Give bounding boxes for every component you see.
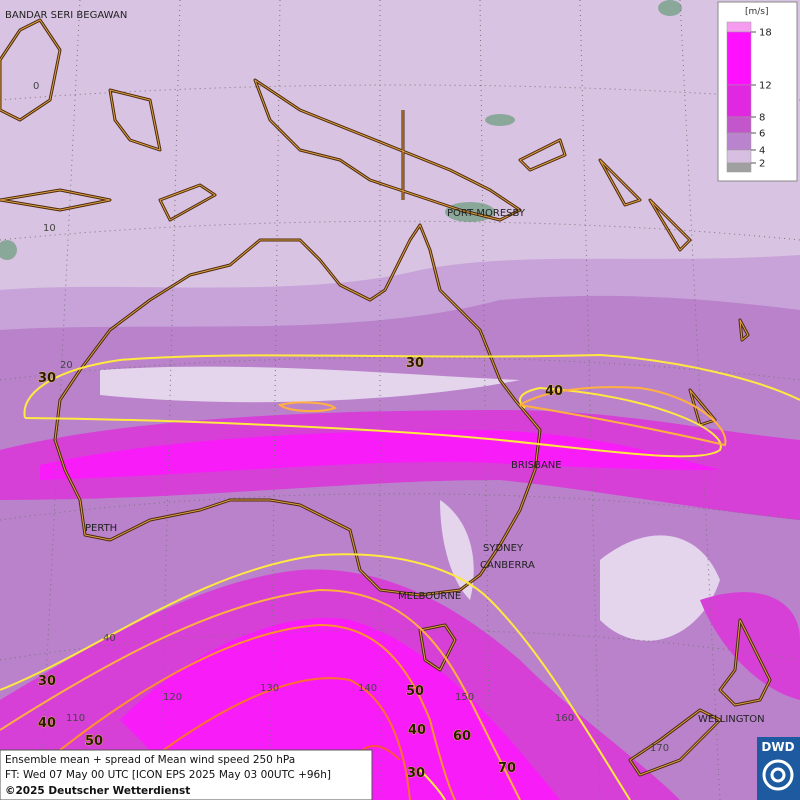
legend-swatch [726, 21, 752, 33]
coastlines [0, 18, 772, 777]
graticule [0, 84, 800, 661]
lon-label: 140 [358, 683, 377, 694]
contour-label: 50 [406, 684, 424, 699]
coastline-inner [0, 89, 749, 426]
lon-label: 110 [66, 713, 85, 724]
contour-60-south [149, 677, 411, 800]
legend-unit: [m/s] [745, 7, 769, 17]
legend-swatch [726, 116, 752, 134]
legend-swatch [726, 149, 752, 164]
shade-12-18 [40, 430, 720, 480]
caption-box [0, 749, 373, 800]
contour-30 [24, 386, 722, 458]
legend-tick-label: 6 [759, 129, 765, 140]
legend-swatch [726, 132, 752, 151]
lat-label: 0 [33, 81, 39, 92]
contour-40 [277, 401, 337, 413]
contour-30 [23, 353, 800, 419]
contour-label: 60 [453, 729, 471, 744]
contour-label: 40 [408, 723, 426, 738]
city-label: SYDNEY [483, 543, 524, 554]
contour-label: 30 [406, 356, 424, 371]
city-label: BANDAR SERI BEGAWAN [5, 10, 127, 21]
contour-label: 40 [545, 384, 563, 399]
shade-gray [485, 114, 515, 126]
city-label: PERTH [85, 523, 117, 534]
logo-swirl [762, 759, 794, 791]
logo-swirl [770, 767, 786, 783]
city-label: WELLINGTON [698, 714, 765, 725]
caption-line: FT: Wed 07 May 00 UTC [ICON EPS 2025 May… [5, 769, 331, 781]
lat-label: 40 [103, 633, 116, 644]
shade-light-streak [100, 366, 520, 403]
lat-label: 20 [60, 360, 73, 371]
lon-label: 150 [455, 692, 474, 703]
logo-text: DWD [761, 740, 794, 754]
contour-label: 30 [38, 674, 56, 689]
coastline-inner [419, 624, 456, 671]
lon-label: 170 [650, 743, 669, 754]
caption-line: ©2025 Deutscher Wetterdienst [5, 785, 190, 797]
legend-swatch [726, 162, 752, 173]
coastline-inner [719, 619, 771, 706]
shade-8-12-east [700, 592, 800, 700]
contour-label: 30 [38, 371, 56, 386]
legend-tick-label: 4 [759, 146, 765, 157]
contours [0, 353, 800, 800]
legend-swatch [726, 84, 752, 118]
coastline-inner [0, 19, 61, 121]
city-label: BRISBANE [511, 460, 562, 471]
contour-30-south [0, 553, 631, 800]
legend: [m/s] 18 12 8 6 4 2 [717, 1, 798, 182]
shade-8-12 [0, 410, 800, 520]
legend-tick-label: 8 [759, 113, 765, 124]
contour-40-south [0, 588, 521, 800]
caption-line: Ensemble mean + spread of Mean wind spee… [5, 754, 295, 766]
lon-label: 160 [555, 713, 574, 724]
lon-label: 120 [163, 692, 182, 703]
contour-label: 30 [407, 766, 425, 781]
city-label: PORT MORESBY [447, 208, 526, 219]
coastline-inner [54, 224, 541, 596]
coastline-inner [629, 709, 721, 776]
lat-label: 10 [43, 223, 56, 234]
legend-swatch [726, 31, 752, 86]
shade-light-patch [440, 500, 474, 600]
city-label: CANBERRA [480, 560, 535, 571]
contour-label: 50 [85, 734, 103, 749]
lon-label: 130 [260, 683, 279, 694]
legend-tick-label: 2 [759, 159, 765, 170]
coastline-inner [254, 79, 521, 221]
shade-light-patch [600, 535, 720, 641]
contour-40 [519, 386, 727, 447]
city-label: MELBOURNE [398, 591, 461, 602]
shade-gray [658, 0, 682, 16]
contour-label: 70 [498, 761, 516, 776]
shade-gray [0, 240, 17, 260]
legend-tick-label: 12 [759, 81, 772, 92]
contour-50-south [59, 623, 456, 800]
legend-tick-label: 18 [759, 28, 772, 39]
contour-label: 40 [38, 716, 56, 731]
